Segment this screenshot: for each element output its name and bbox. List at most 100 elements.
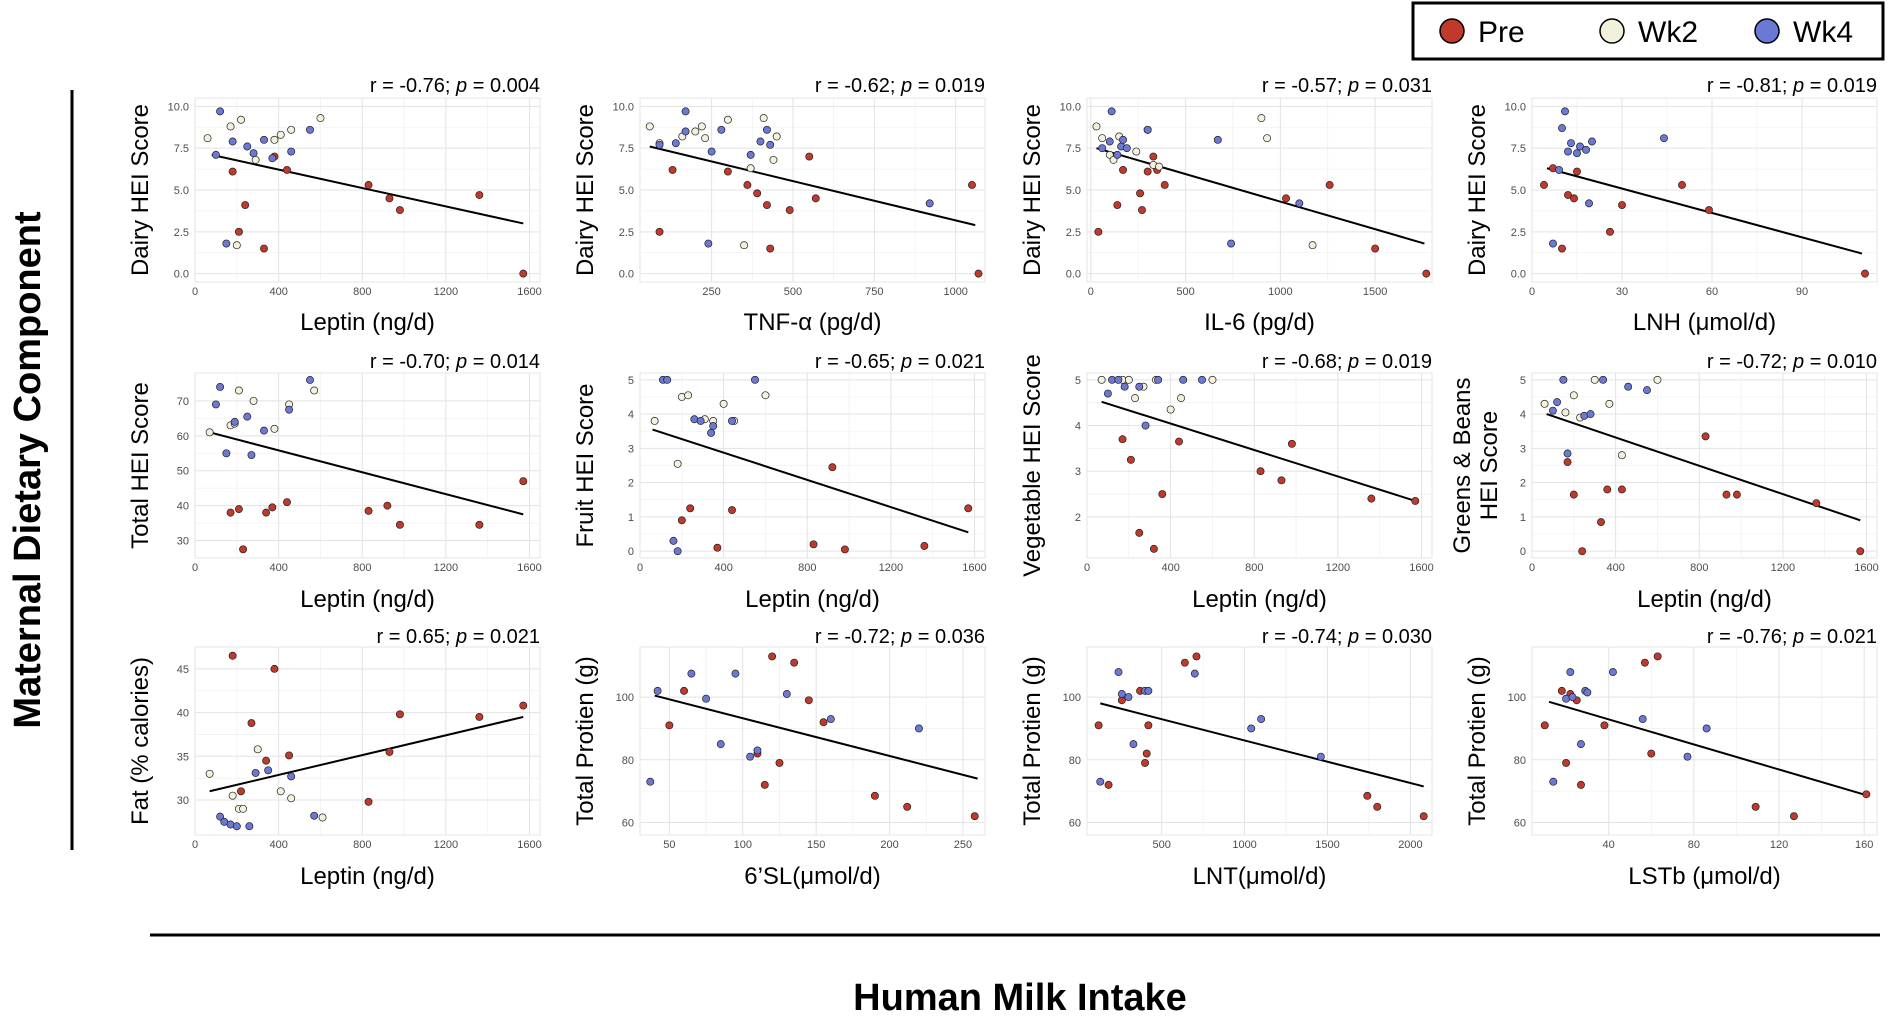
point-pre xyxy=(1422,269,1431,278)
x-axis-label: Leptin (ng/d) xyxy=(300,309,435,336)
point-pre xyxy=(964,504,973,513)
point-wk2 xyxy=(276,130,285,139)
point-pre xyxy=(1180,658,1189,667)
correlation-stat: r = -0.65; p = 0.021 xyxy=(815,351,985,373)
point-wk4 xyxy=(1117,690,1126,698)
point-pre xyxy=(475,520,484,529)
point-wk4 xyxy=(681,127,690,136)
point-wk4 xyxy=(1549,239,1557,248)
correlation-stat: r = -0.72; p = 0.036 xyxy=(815,626,985,648)
point-wk4 xyxy=(826,715,835,724)
x-tick-label: 200 xyxy=(880,839,898,851)
point-wk2 xyxy=(270,424,279,433)
point-wk4 xyxy=(264,766,273,775)
point-wk4 xyxy=(216,383,225,391)
y-tick-label: 5.0 xyxy=(1511,185,1526,197)
y-tick-label: 0.0 xyxy=(1511,269,1526,281)
point-pre xyxy=(1411,496,1420,505)
x-tick-label: 1500 xyxy=(1315,839,1339,851)
point-wk4 xyxy=(1660,134,1668,143)
legend-key-wk2 xyxy=(1599,18,1625,44)
regression-line xyxy=(1101,400,1416,502)
point-wk4 xyxy=(1638,715,1647,724)
point-wk2 xyxy=(1097,375,1106,384)
plot-area xyxy=(639,646,986,836)
point-wk4 xyxy=(655,140,664,149)
point-wk2 xyxy=(228,791,237,800)
point-pre xyxy=(804,696,813,705)
x-tick-label: 400 xyxy=(269,286,287,298)
y-tick-label: 5 xyxy=(1520,375,1526,387)
point-pre xyxy=(247,719,256,728)
point-wk4 xyxy=(1190,669,1199,678)
panel-p6: 0 400 800 1200 1600 0 1 2 3 4 5 r = -0.65; p = 0.02… xyxy=(572,351,987,613)
point-pre xyxy=(668,165,677,174)
point-wk2 xyxy=(1124,375,1133,384)
x-tick-label: 800 xyxy=(353,839,371,851)
point-pre xyxy=(1562,758,1571,767)
point-wk4 xyxy=(653,686,662,695)
point-pre xyxy=(1119,165,1127,174)
point-wk4 xyxy=(1608,668,1617,677)
panel-p3: 0 500 1000 1500 0.0 2.5 5.0 7.5 10.0 r = -0.57; p… xyxy=(1019,75,1433,336)
y-tick-label: 2 xyxy=(1520,478,1526,490)
x-tick-label: 800 xyxy=(1245,562,1263,574)
x-axis-label: 6’SL(μmol/d) xyxy=(744,863,881,890)
point-pre xyxy=(870,791,879,800)
panel-p7: 0 400 800 1200 1600 2 3 4 5 r = -0.68; p = 0.019 L… xyxy=(1019,351,1434,613)
correlation-stat: r = -0.68; p = 0.019 xyxy=(1262,351,1432,373)
x-tick-label: 400 xyxy=(269,839,287,851)
point-pre xyxy=(1136,189,1145,198)
plot-area xyxy=(1531,646,1878,836)
point-wk4 xyxy=(1582,145,1590,154)
point-pre xyxy=(241,201,250,210)
point-wk4 xyxy=(1568,693,1577,702)
point-pre xyxy=(1142,749,1151,758)
point-pre xyxy=(768,652,777,661)
point-pre xyxy=(677,516,686,525)
x-axis-label: IL-6 (pg/d) xyxy=(1204,309,1315,336)
x-tick-label: 800 xyxy=(1690,562,1708,574)
point-pre xyxy=(1600,721,1609,730)
y-tick-label: 10.0 xyxy=(613,101,634,113)
point-wk4 xyxy=(1553,398,1562,407)
x-tick-label: 500 xyxy=(1152,839,1170,851)
point-wk4 xyxy=(222,449,231,458)
y-tick-label: 100 xyxy=(1063,692,1081,704)
point-pre xyxy=(1540,181,1548,189)
regression-line xyxy=(1546,413,1861,522)
plot-area xyxy=(194,646,541,836)
point-pre xyxy=(283,165,291,174)
point-wk2 xyxy=(645,122,654,131)
x-tick-label: 400 xyxy=(714,562,732,574)
point-wk4 xyxy=(1563,449,1572,458)
stat-p-value: = 0.021 xyxy=(467,626,540,648)
x-tick-label: 0 xyxy=(192,286,198,298)
panel-p12: 40 80 120 160 60 80 100 r = -0.76; p = 0.021 LST… xyxy=(1464,626,1878,890)
point-pre xyxy=(970,812,979,821)
point-pre xyxy=(1569,490,1578,499)
point-wk4 xyxy=(671,139,680,148)
x-tick-label: 60 xyxy=(1706,286,1718,298)
stat-p-value: = 0.036 xyxy=(912,626,985,648)
stat-r: r = -0.72; xyxy=(815,626,901,648)
point-wk2 xyxy=(1653,375,1662,384)
stat-r: r = -0.65; xyxy=(815,351,901,373)
point-wk4 xyxy=(243,412,252,421)
x-axis-label: Leptin (ng/d) xyxy=(300,586,435,613)
point-wk4 xyxy=(717,125,726,134)
point-wk4 xyxy=(211,400,220,409)
y-axis-label: Total HEI Score xyxy=(127,382,154,549)
panel-p11: 500 1000 1500 2000 60 80 100 r = -0.74; p = 0.0… xyxy=(1019,626,1433,890)
x-tick-label: 90 xyxy=(1796,286,1808,298)
point-wk4 xyxy=(1599,375,1608,384)
point-wk4 xyxy=(1566,668,1575,677)
stat-r: r = -0.76; xyxy=(370,75,456,97)
point-wk4 xyxy=(925,199,934,208)
point-pre xyxy=(475,191,484,199)
point-wk4 xyxy=(1105,137,1114,146)
point-wk4 xyxy=(1564,147,1572,156)
x-axis-label: LSTb (μmol/d) xyxy=(1628,863,1781,890)
point-wk4 xyxy=(728,417,736,425)
point-pre xyxy=(262,508,271,517)
